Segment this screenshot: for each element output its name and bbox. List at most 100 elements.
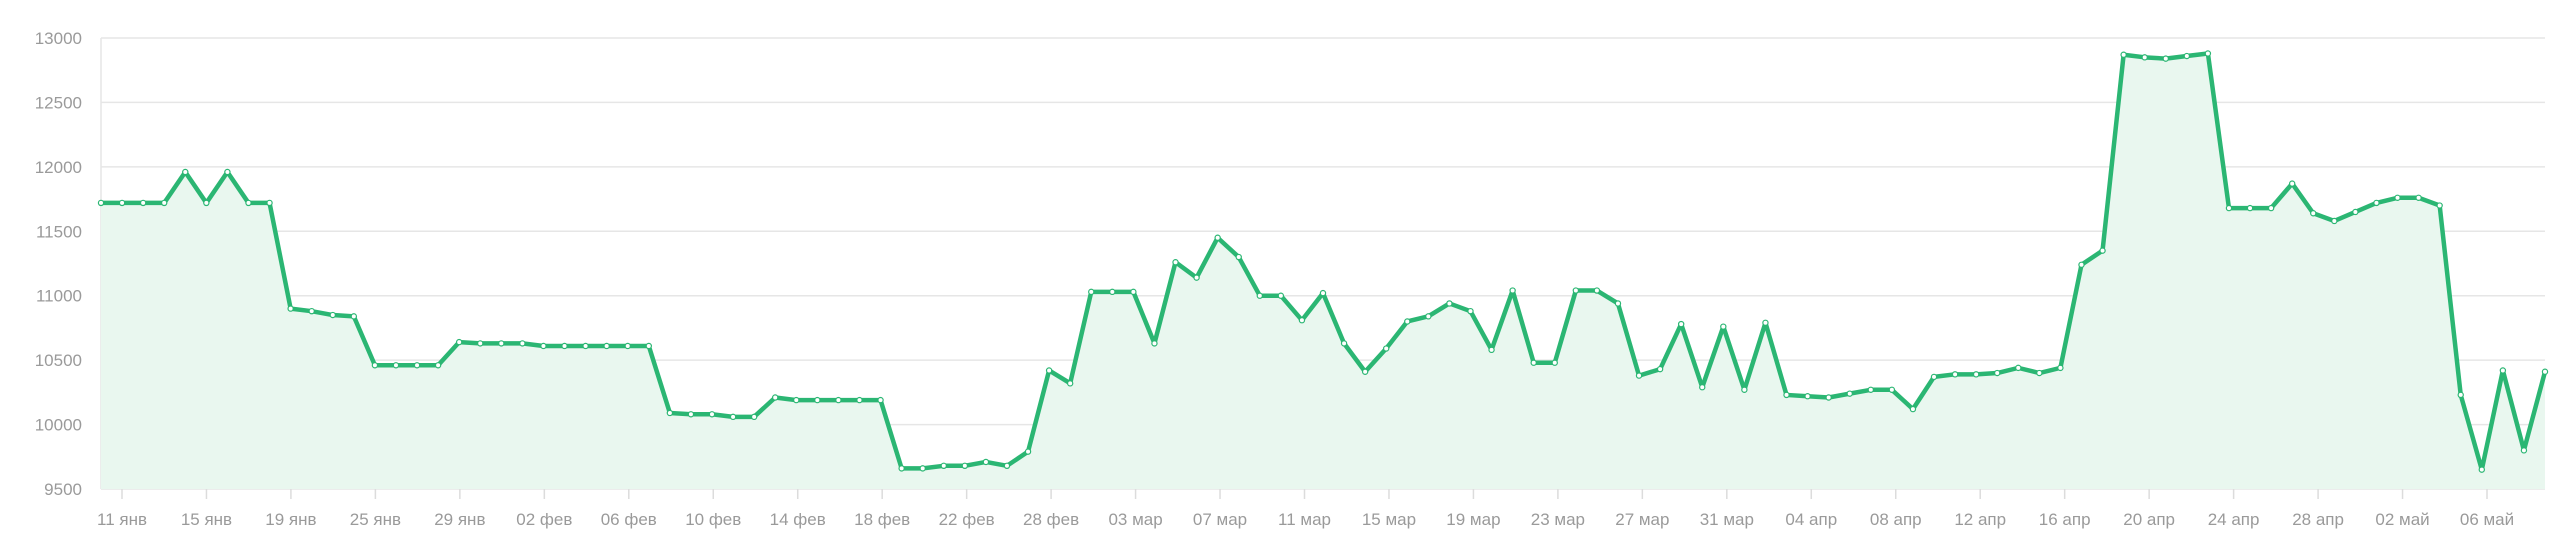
data-point	[2100, 248, 2105, 253]
data-point	[2205, 51, 2210, 56]
data-point	[1068, 381, 1073, 386]
x-tick-label: 19 мар	[1446, 510, 1500, 529]
data-point	[730, 414, 735, 419]
data-point	[2395, 195, 2400, 200]
data-point	[2058, 365, 2063, 370]
x-tick-label: 18 фев	[854, 510, 910, 529]
data-point	[1615, 301, 1620, 306]
data-point	[288, 306, 293, 311]
data-point	[1742, 387, 1747, 392]
data-point	[1341, 341, 1346, 346]
data-point	[1194, 275, 1199, 280]
x-tick-label: 08 апр	[1870, 510, 1922, 529]
x-tick-label: 22 фев	[939, 510, 995, 529]
x-tick-label: 11 мар	[1278, 510, 1331, 529]
data-point	[1573, 288, 1578, 293]
x-tick-label: 15 мар	[1362, 510, 1416, 529]
data-point	[1679, 321, 1684, 326]
data-point	[1636, 373, 1641, 378]
x-tick-label: 14 фев	[770, 510, 826, 529]
data-point	[2311, 211, 2316, 216]
data-point	[1868, 387, 1873, 392]
x-tick-label: 10 фев	[685, 510, 741, 529]
data-point	[1468, 309, 1473, 314]
data-point	[1721, 324, 1726, 329]
data-point	[857, 397, 862, 402]
data-point	[667, 410, 672, 415]
data-point	[499, 341, 504, 346]
data-point	[2247, 205, 2252, 210]
data-point	[752, 414, 757, 419]
x-tick-label: 29 янв	[434, 510, 485, 529]
y-tick-label: 9500	[44, 480, 82, 499]
x-tick-label: 19 янв	[265, 510, 316, 529]
data-point	[836, 397, 841, 402]
data-point	[2479, 467, 2484, 472]
y-tick-label: 12500	[35, 93, 82, 112]
data-point	[1131, 289, 1136, 294]
data-point	[457, 340, 462, 345]
data-point	[2290, 181, 2295, 186]
data-point	[414, 363, 419, 368]
data-point	[2416, 195, 2421, 200]
data-point	[1236, 254, 1241, 259]
x-tick-label: 24 апр	[2208, 510, 2260, 529]
data-point	[1173, 260, 1178, 265]
data-point	[2437, 203, 2442, 208]
data-point	[1910, 407, 1915, 412]
data-point	[309, 309, 314, 314]
data-point	[2269, 205, 2274, 210]
data-point	[1784, 392, 1789, 397]
data-point	[225, 169, 230, 174]
data-point	[1489, 347, 1494, 352]
x-tick-label: 03 мар	[1108, 510, 1162, 529]
y-tick-label: 12000	[35, 158, 82, 177]
data-point	[1931, 374, 1936, 379]
data-point	[393, 363, 398, 368]
data-point	[962, 463, 967, 468]
data-point	[1047, 368, 1052, 373]
data-point	[1805, 394, 1810, 399]
data-point	[2458, 392, 2463, 397]
data-point	[709, 412, 714, 417]
data-point	[1510, 288, 1515, 293]
data-point	[1826, 395, 1831, 400]
x-tick-label: 20 апр	[2123, 510, 2175, 529]
data-point	[141, 200, 146, 205]
data-point	[436, 363, 441, 368]
data-point	[2121, 52, 2126, 57]
data-point	[1278, 293, 1283, 298]
data-point	[625, 343, 630, 348]
data-point	[1405, 319, 1410, 324]
x-tick-label: 31 мар	[1700, 510, 1754, 529]
data-point	[1089, 289, 1094, 294]
data-point	[2016, 365, 2021, 370]
x-tick-label: 28 фев	[1023, 510, 1079, 529]
data-point	[2374, 200, 2379, 205]
data-point	[204, 200, 209, 205]
data-point	[1847, 391, 1852, 396]
data-point	[98, 200, 103, 205]
data-point	[688, 412, 693, 417]
data-point	[183, 169, 188, 174]
data-point	[541, 343, 546, 348]
data-point	[646, 343, 651, 348]
data-point	[330, 312, 335, 317]
data-point	[2079, 262, 2084, 267]
data-point	[983, 459, 988, 464]
x-tick-label: 23 мар	[1531, 510, 1585, 529]
data-point	[1025, 449, 1030, 454]
data-point	[941, 463, 946, 468]
data-point	[1215, 235, 1220, 240]
data-point	[2163, 56, 2168, 61]
y-tick-label: 11500	[36, 222, 82, 241]
y-tick-label: 10000	[35, 416, 82, 435]
data-point	[773, 395, 778, 400]
x-tick-label: 27 мар	[1615, 510, 1669, 529]
data-point	[1299, 318, 1304, 323]
data-point	[1531, 360, 1536, 365]
data-point	[604, 343, 609, 348]
data-point	[119, 200, 124, 205]
data-point	[2037, 370, 2042, 375]
